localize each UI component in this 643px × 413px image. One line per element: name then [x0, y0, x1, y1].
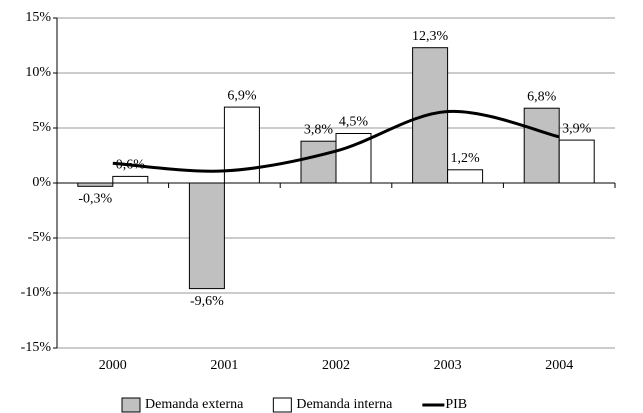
y-tick-label: -15%	[21, 340, 52, 355]
x-tick-label: 2000	[99, 358, 127, 373]
bar	[188, 182, 225, 290]
value-label: 3,8%	[304, 122, 334, 137]
line	[112, 109, 560, 173]
bar	[300, 140, 337, 184]
bar	[112, 175, 149, 184]
value-label: 6,9%	[227, 88, 257, 103]
legend-swatch	[272, 397, 292, 413]
legend-label: Demanda externa	[145, 397, 244, 412]
x-tick-label: 2001	[210, 358, 238, 373]
bar	[77, 182, 114, 187]
value-label: 4,5%	[339, 115, 369, 130]
value-label: 3,9%	[562, 121, 592, 136]
legend-label: Demanda interna	[296, 397, 393, 412]
bar	[558, 139, 595, 184]
x-tick-label: 2004	[545, 358, 573, 373]
legend-label: PIB	[445, 397, 467, 412]
y-tick-label: 5%	[32, 120, 51, 135]
y-tick-label: 15%	[25, 10, 51, 25]
x-tick-label: 2002	[322, 358, 350, 373]
value-label: 6,8%	[527, 89, 557, 104]
y-tick-label: -5%	[28, 230, 52, 245]
x-tick-label: 2003	[434, 358, 462, 373]
legend-swatch	[121, 397, 141, 413]
bar	[447, 169, 484, 184]
y-tick-label: 0%	[32, 175, 51, 190]
value-label: 12,3%	[412, 29, 449, 44]
bar	[523, 107, 560, 184]
value-label: 1,2%	[451, 151, 481, 166]
y-tick-label: -10%	[21, 285, 52, 300]
value-label: -9,6%	[190, 294, 224, 309]
y-tick-label: 10%	[25, 65, 51, 80]
value-label: -0,3%	[78, 192, 112, 207]
